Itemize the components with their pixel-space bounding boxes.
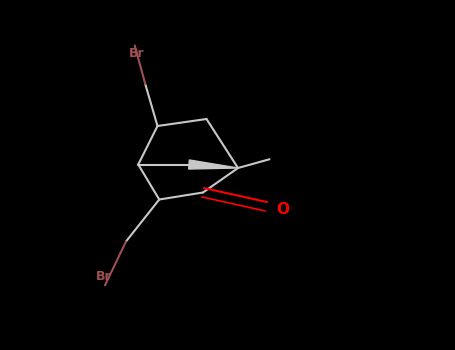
Text: Br: Br <box>96 271 111 284</box>
Text: O: O <box>277 203 289 217</box>
Text: Br: Br <box>129 47 144 60</box>
Polygon shape <box>189 160 238 169</box>
